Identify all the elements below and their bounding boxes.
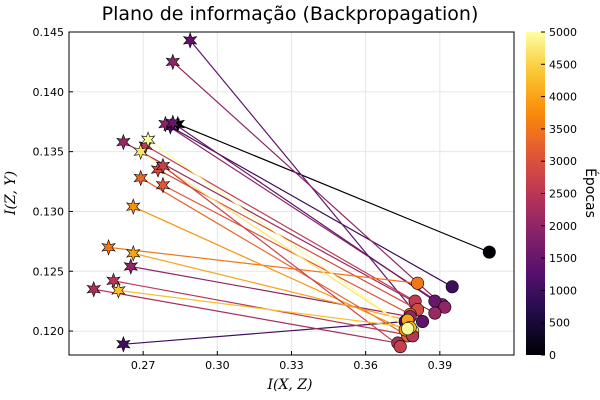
end-point (155, 176, 171, 194)
data-points (86, 32, 496, 354)
end-point (86, 280, 101, 298)
trajectory-line (189, 39, 423, 322)
start-point (482, 245, 496, 259)
chart-title: Plano de informação (Backpropagation) (102, 3, 479, 25)
colorbar (526, 32, 545, 355)
trajectory-line (147, 139, 409, 330)
start-point (438, 300, 452, 314)
colorbar-tick-label: 5000 (549, 26, 577, 39)
end-point (165, 53, 181, 71)
trajectory-line (123, 141, 436, 314)
y-tick-label: 0.135 (33, 146, 65, 159)
end-point (133, 169, 148, 187)
trajectory-line (172, 122, 436, 302)
end-point (116, 335, 131, 353)
x-axis-label: I(X, Z) (266, 377, 312, 393)
start-point (411, 276, 425, 290)
colorbar-tick-label: 2500 (549, 188, 577, 201)
x-tick-label: 0.27 (131, 359, 156, 372)
start-point (445, 280, 459, 294)
trajectory-line (130, 265, 411, 318)
colorbar-tick-label: 3500 (549, 123, 577, 136)
trajectory-line (145, 145, 416, 302)
end-point (126, 244, 141, 262)
end-point (133, 143, 148, 160)
x-tick-label: 0.36 (353, 359, 378, 372)
start-point (416, 315, 430, 329)
y-tick-label: 0.145 (33, 26, 65, 39)
trajectory-line (118, 289, 411, 329)
colorbar-ticks: 0 500 1000 1500 2000 2500 3000 3500 4000 4500 5000 (541, 26, 577, 362)
trajectory-lines (93, 39, 490, 348)
colorbar-tick-label: 1000 (549, 284, 577, 297)
end-point (182, 32, 198, 49)
colorbar-label: Épocas (582, 168, 599, 218)
colorbar-tick-label: 3000 (549, 155, 577, 168)
trajectory-line (123, 320, 406, 345)
colorbar-tick-label: 500 (549, 317, 570, 330)
x-axis-ticks: 0.27 0.30 0.33 0.36 0.39 (131, 351, 452, 372)
trajectory-line (172, 61, 446, 308)
trajectory-line (93, 288, 398, 344)
trajectory-line (177, 123, 490, 253)
end-point (155, 157, 171, 175)
x-tick-label: 0.30 (205, 359, 230, 372)
y-axis-ticks: 0.120 0.125 0.130 0.135 0.140 0.145 (33, 26, 73, 338)
end-point (123, 258, 139, 275)
end-point (126, 198, 141, 216)
start-point (401, 322, 415, 336)
y-axis-label: I(Z, Y) (3, 171, 19, 216)
end-point (165, 114, 181, 132)
y-tick-label: 0.140 (33, 86, 65, 99)
colorbar-tick-label: 1500 (549, 252, 577, 265)
trajectory-line (133, 206, 406, 331)
start-point (428, 306, 442, 320)
x-tick-label: 0.39 (428, 359, 453, 372)
start-point (393, 340, 407, 354)
x-tick-label: 0.33 (279, 359, 304, 372)
y-tick-label: 0.130 (33, 205, 65, 218)
end-point (111, 282, 126, 299)
y-tick-label: 0.125 (33, 265, 65, 278)
trajectory-line (162, 165, 401, 348)
trajectory-line (140, 151, 413, 332)
colorbar-tick-label: 2000 (549, 220, 577, 233)
colorbar-tick-label: 0 (549, 349, 556, 362)
colorbar-tick-label: 4500 (549, 58, 577, 71)
y-tick-label: 0.120 (33, 325, 65, 338)
end-point (140, 131, 156, 149)
end-point (116, 133, 131, 151)
trajectory-line (162, 184, 411, 315)
end-point (101, 238, 116, 256)
trajectory-line (133, 252, 408, 321)
trajectory-line (157, 169, 418, 311)
colorbar-tick-label: 4000 (549, 91, 577, 104)
